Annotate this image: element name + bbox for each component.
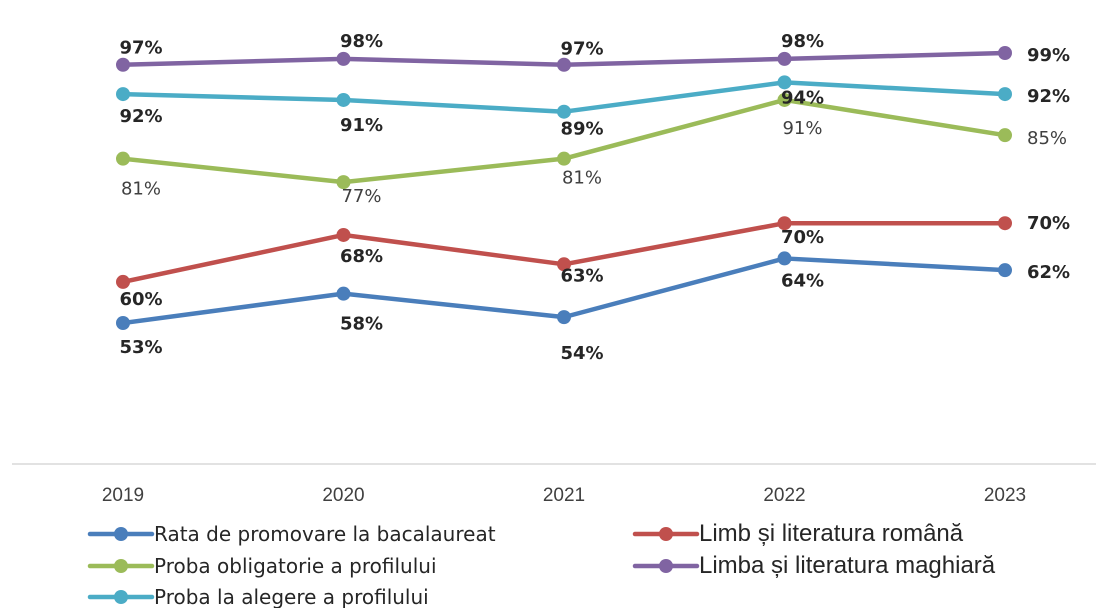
data-label: 92% (119, 106, 162, 127)
data-label: 63% (560, 265, 603, 286)
data-point (336, 92, 351, 107)
legend-label: Limba și literatura maghiară (699, 552, 996, 579)
data-label: 54% (560, 343, 603, 364)
data-point (336, 227, 351, 242)
legend-swatch-marker (659, 559, 673, 573)
data-label: 70% (1027, 213, 1070, 234)
legend-item: Limb și literatura română (632, 520, 964, 547)
legend-label: Proba obligatorie a profilului (154, 554, 437, 578)
legend-item: Proba obligatorie a profilului (87, 554, 437, 578)
data-point (116, 316, 130, 330)
legend-item: Proba la alegere a profilului (87, 585, 429, 608)
data-label: 77% (341, 186, 381, 207)
data-point (557, 104, 571, 119)
data-point (998, 263, 1012, 278)
data-point (777, 216, 792, 231)
x-tick-label: 2020 (322, 485, 364, 506)
x-tick-label: 2019 (102, 485, 144, 506)
data-point (557, 310, 571, 325)
legend-label: Proba la alegere a profilului (154, 585, 429, 608)
legend: Rata de promovare la bacalaureat Limb și … (87, 520, 996, 608)
data-label: 68% (340, 246, 383, 267)
data-label: 70% (781, 227, 824, 248)
legend-item: Limba și literatura maghiară (632, 552, 996, 579)
data-label: 92% (1027, 86, 1070, 107)
legend-label: Rata de promovare la bacalaureat (154, 522, 496, 546)
data-label: 97% (119, 38, 162, 59)
data-point (116, 87, 130, 102)
x-tick-label: 2023 (984, 485, 1026, 506)
data-point (998, 128, 1012, 143)
legend-swatch-marker (114, 527, 128, 541)
x-tick-layer: 2019 2020 2021 2022 2023 (102, 485, 1026, 506)
data-label: 85% (1027, 128, 1067, 149)
series-layer (116, 46, 1012, 330)
x-tick-label: 2021 (543, 485, 585, 506)
data-label: 60% (119, 289, 162, 310)
data-point (777, 75, 792, 90)
data-label: 64% (781, 270, 824, 291)
data-point (336, 51, 351, 66)
data-point (557, 257, 571, 272)
data-label: 99% (1027, 45, 1070, 66)
data-label: 91% (340, 115, 383, 136)
legend-swatch-marker (659, 527, 673, 541)
data-label: 94% (781, 87, 824, 108)
data-label: 81% (121, 179, 161, 200)
data-label: 91% (782, 118, 822, 139)
data-label: 58% (340, 314, 383, 335)
data-point (998, 216, 1012, 231)
data-point (777, 251, 792, 266)
data-label: 89% (560, 119, 603, 140)
x-tick-label: 2022 (763, 485, 805, 506)
data-point (116, 57, 130, 72)
data-label-layer: 53% 58% 54% 64% 62% 60% 68% 63% 70% 70% 81% 77% 81% 9… (119, 31, 1070, 364)
data-point (998, 87, 1012, 102)
data-point (557, 57, 571, 72)
data-point (116, 274, 130, 289)
data-label: 53% (119, 337, 162, 358)
data-point (116, 151, 130, 166)
data-label: 97% (560, 39, 603, 60)
data-point (557, 151, 571, 166)
legend-label: Limb și literatura română (699, 520, 964, 547)
legend-swatch-marker (114, 559, 128, 573)
data-point (777, 92, 792, 107)
data-point (336, 175, 351, 190)
data-label: 98% (340, 31, 383, 52)
data-point (777, 51, 792, 66)
data-point (336, 286, 351, 301)
data-label: 81% (562, 168, 602, 189)
legend-item: Rata de promovare la bacalaureat (87, 522, 496, 546)
data-point (998, 46, 1012, 60)
legend-swatch-marker (114, 590, 128, 604)
data-label: 62% (1027, 262, 1070, 283)
data-label: 98% (781, 31, 824, 52)
